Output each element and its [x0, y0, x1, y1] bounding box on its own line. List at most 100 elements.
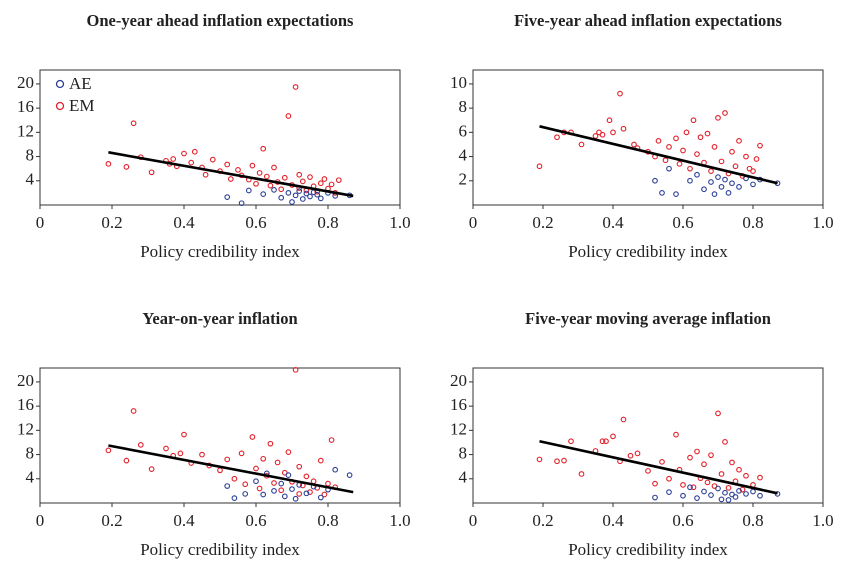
- fit-line: [539, 439, 778, 495]
- point: [690, 484, 697, 491]
- point: [599, 131, 606, 138]
- y-tick-label: 12: [17, 419, 34, 438]
- point: [328, 181, 335, 188]
- point: [231, 495, 238, 502]
- x-tick-label: 0.4: [173, 511, 195, 530]
- x-tick-label: 0.2: [101, 213, 122, 232]
- point: [307, 174, 313, 181]
- point: [256, 485, 263, 492]
- point: [242, 481, 249, 488]
- point: [289, 199, 295, 205]
- x-axis-label: Policy credibility index: [140, 242, 300, 261]
- point: [321, 176, 328, 182]
- point: [554, 134, 560, 141]
- point: [757, 492, 763, 499]
- point: [307, 193, 313, 200]
- point: [662, 157, 669, 164]
- point: [715, 410, 721, 417]
- point: [753, 156, 760, 162]
- point: [260, 145, 267, 152]
- fit-line: [108, 444, 354, 494]
- point: [645, 468, 651, 474]
- y-tick-label: 16: [17, 97, 34, 116]
- point: [271, 187, 277, 193]
- point: [687, 454, 693, 461]
- y-tick-label: 20: [450, 371, 467, 390]
- point: [736, 137, 742, 144]
- point: [673, 191, 679, 197]
- point: [592, 133, 599, 139]
- x-axis-label: Policy credibility index: [568, 242, 728, 261]
- point: [346, 472, 353, 479]
- point: [271, 164, 277, 171]
- point: [148, 169, 155, 176]
- legend-label: EM: [69, 96, 95, 115]
- point: [568, 438, 574, 445]
- point: [718, 496, 725, 503]
- point: [729, 459, 735, 466]
- point: [285, 190, 292, 196]
- point: [238, 200, 245, 207]
- plot-frame: [39, 69, 401, 206]
- point: [687, 484, 693, 491]
- point: [292, 84, 299, 90]
- point: [224, 194, 231, 200]
- point: [299, 178, 306, 185]
- point: [536, 456, 543, 463]
- y-tick-label: 4: [459, 468, 468, 487]
- point: [704, 130, 711, 137]
- point: [683, 129, 690, 136]
- point: [314, 191, 321, 198]
- point: [321, 491, 328, 498]
- x-tick-label: 0.6: [672, 213, 693, 232]
- point: [666, 144, 672, 150]
- point: [750, 488, 756, 495]
- point: [253, 465, 259, 472]
- point: [332, 466, 339, 473]
- point: [729, 148, 735, 155]
- point: [687, 177, 693, 184]
- point: [235, 167, 241, 173]
- point: [202, 171, 209, 178]
- point: [224, 483, 231, 489]
- plot-frame: [472, 367, 824, 504]
- point: [105, 160, 112, 167]
- point: [561, 457, 567, 464]
- point: [743, 472, 749, 479]
- point: [715, 485, 721, 492]
- point: [680, 481, 686, 488]
- x-tick-label: 0: [36, 213, 45, 232]
- point: [227, 176, 234, 182]
- y-tick-label: 8: [26, 443, 35, 462]
- point: [278, 480, 285, 487]
- point: [722, 176, 728, 183]
- point: [242, 491, 249, 497]
- point: [317, 494, 324, 501]
- point: [260, 455, 267, 462]
- y-tick-label: 8: [459, 97, 468, 116]
- point: [267, 182, 274, 189]
- point: [701, 488, 707, 495]
- point: [603, 438, 609, 445]
- point: [743, 491, 749, 497]
- point: [310, 478, 317, 485]
- point: [736, 466, 742, 473]
- y-tick-label: 12: [17, 121, 34, 140]
- point: [303, 190, 310, 197]
- x-tick-label: 0.4: [602, 511, 624, 530]
- point: [130, 408, 137, 414]
- point: [281, 174, 288, 181]
- x-tick-label: 0: [469, 213, 478, 232]
- point: [620, 416, 627, 423]
- point: [163, 445, 169, 452]
- point: [690, 117, 697, 124]
- point: [739, 486, 746, 493]
- point: [181, 431, 187, 438]
- x-tick-label: 0.6: [245, 511, 266, 530]
- x-tick-label: 1.0: [812, 511, 833, 530]
- point: [289, 486, 295, 492]
- panel-title: One-year ahead inflation expectations: [87, 11, 354, 30]
- point: [680, 147, 686, 154]
- x-tick-label: 1.0: [812, 213, 833, 232]
